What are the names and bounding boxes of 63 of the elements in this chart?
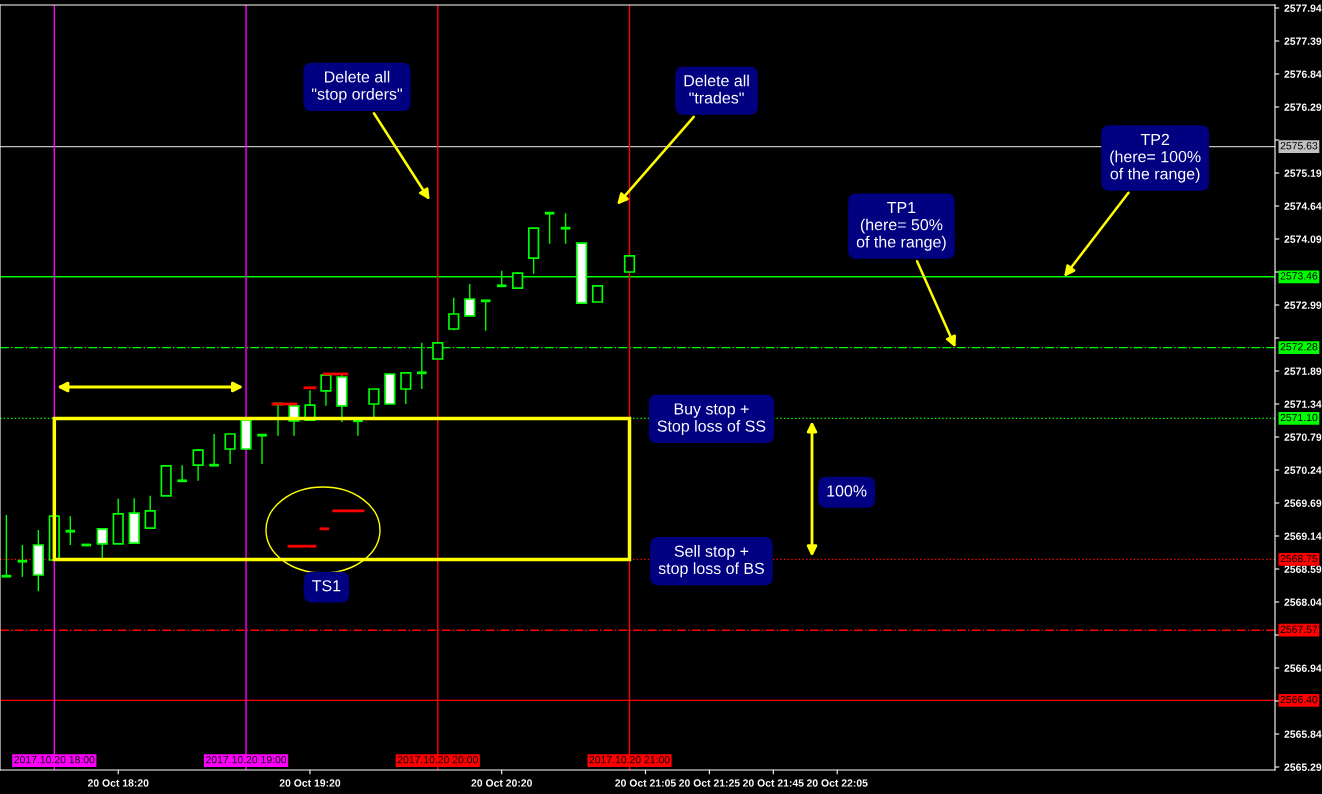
annotation: TP2 (here= 100% of the range) bbox=[1110, 133, 1201, 183]
ref-line-label: 2573.46 bbox=[1280, 272, 1318, 280]
candlestick bbox=[207, 433, 221, 467]
candlestick bbox=[255, 433, 269, 465]
ref-line-label: 2017.10.20 20:00 bbox=[397, 755, 478, 764]
x-tick-label: 20 Oct 22:05 bbox=[806, 779, 868, 787]
candlestick bbox=[479, 299, 492, 332]
ref-line-label: 2017.10.20 18:00 bbox=[14, 755, 95, 764]
annotation: Delete all "stop orders" bbox=[312, 70, 402, 103]
y-tick-label: 2576.29 bbox=[1284, 103, 1322, 111]
candlestick bbox=[144, 495, 156, 530]
y-tick-label: 2568.04 bbox=[1284, 598, 1322, 606]
candlestick bbox=[320, 374, 332, 407]
ref-line-label: 2567.57 bbox=[1280, 625, 1318, 633]
y-tick-label: 2569.69 bbox=[1284, 499, 1322, 507]
y-tick-label: 2571.34 bbox=[1284, 400, 1322, 408]
y-tick-label: 2572.99 bbox=[1284, 301, 1322, 309]
y-tick-label: 2566.94 bbox=[1284, 664, 1322, 672]
y-tick-label: 2570.79 bbox=[1284, 433, 1322, 441]
x-tick-label: 20 Oct 18:20 bbox=[87, 779, 149, 787]
candlestick bbox=[16, 544, 29, 578]
y-tick-label: 2571.89 bbox=[1284, 367, 1322, 375]
annotation: TS1 bbox=[312, 580, 341, 592]
x-tick-label: 20 Oct 21:25 bbox=[679, 779, 740, 787]
annotation: Sell stop + stop loss of BS bbox=[658, 545, 764, 578]
ref-line-label: 2566.40 bbox=[1280, 695, 1318, 704]
candlestick bbox=[64, 515, 77, 546]
y-tick-label: 2568.59 bbox=[1284, 565, 1322, 573]
candlestick bbox=[0, 514, 13, 578]
candlestick bbox=[400, 371, 412, 405]
y-tick-label: 2577.39 bbox=[1284, 37, 1322, 45]
ref-line-label: 2017.10.20 21:00 bbox=[589, 755, 670, 764]
x-tick-label: 20 Oct 19:20 bbox=[279, 779, 341, 787]
candlestick bbox=[96, 527, 108, 560]
annotation: TP1 (here= 50% of the range) bbox=[856, 202, 946, 251]
x-tick-label: 20 Oct 21:45 bbox=[742, 779, 804, 787]
y-tick-label: 2565.29 bbox=[1284, 763, 1322, 771]
ref-line-label: 2568.75 bbox=[1280, 554, 1318, 563]
candlestick bbox=[368, 388, 380, 419]
x-tick-label: 20 Oct 20:20 bbox=[471, 779, 532, 787]
candlestick bbox=[192, 448, 204, 482]
y-tick-label: 2574.64 bbox=[1284, 202, 1322, 210]
y-tick-label: 2569.14 bbox=[1284, 532, 1322, 540]
y-tick-label: 2577.94 bbox=[1284, 4, 1322, 12]
candlestick bbox=[448, 297, 460, 331]
ref-line-label: 2572.28 bbox=[1280, 343, 1318, 351]
annotation: Buy stop + Stop loss of SS bbox=[657, 403, 766, 435]
y-tick-label: 2570.24 bbox=[1284, 466, 1322, 474]
ref-line-label: 2571.10 bbox=[1280, 413, 1318, 422]
candlestick bbox=[464, 283, 476, 317]
annotation: Delete all "trades" bbox=[684, 74, 749, 104]
y-tick-label: 2575.19 bbox=[1284, 169, 1322, 177]
ref-line-label: 2575.63 bbox=[1280, 142, 1318, 150]
ref-line-label: 2017.10.20 19:00 bbox=[206, 755, 287, 764]
y-tick-label: 2576.84 bbox=[1284, 70, 1322, 78]
annotation: 100% bbox=[827, 485, 867, 497]
x-tick-label: 20 Oct 21:05 bbox=[615, 779, 676, 787]
y-tick-label: 2565.84 bbox=[1284, 730, 1322, 738]
candlestick bbox=[175, 464, 189, 483]
y-tick-label: 2574.09 bbox=[1284, 235, 1322, 243]
candlestick bbox=[224, 433, 236, 465]
candlestick bbox=[543, 211, 556, 245]
candlestick bbox=[559, 212, 572, 245]
